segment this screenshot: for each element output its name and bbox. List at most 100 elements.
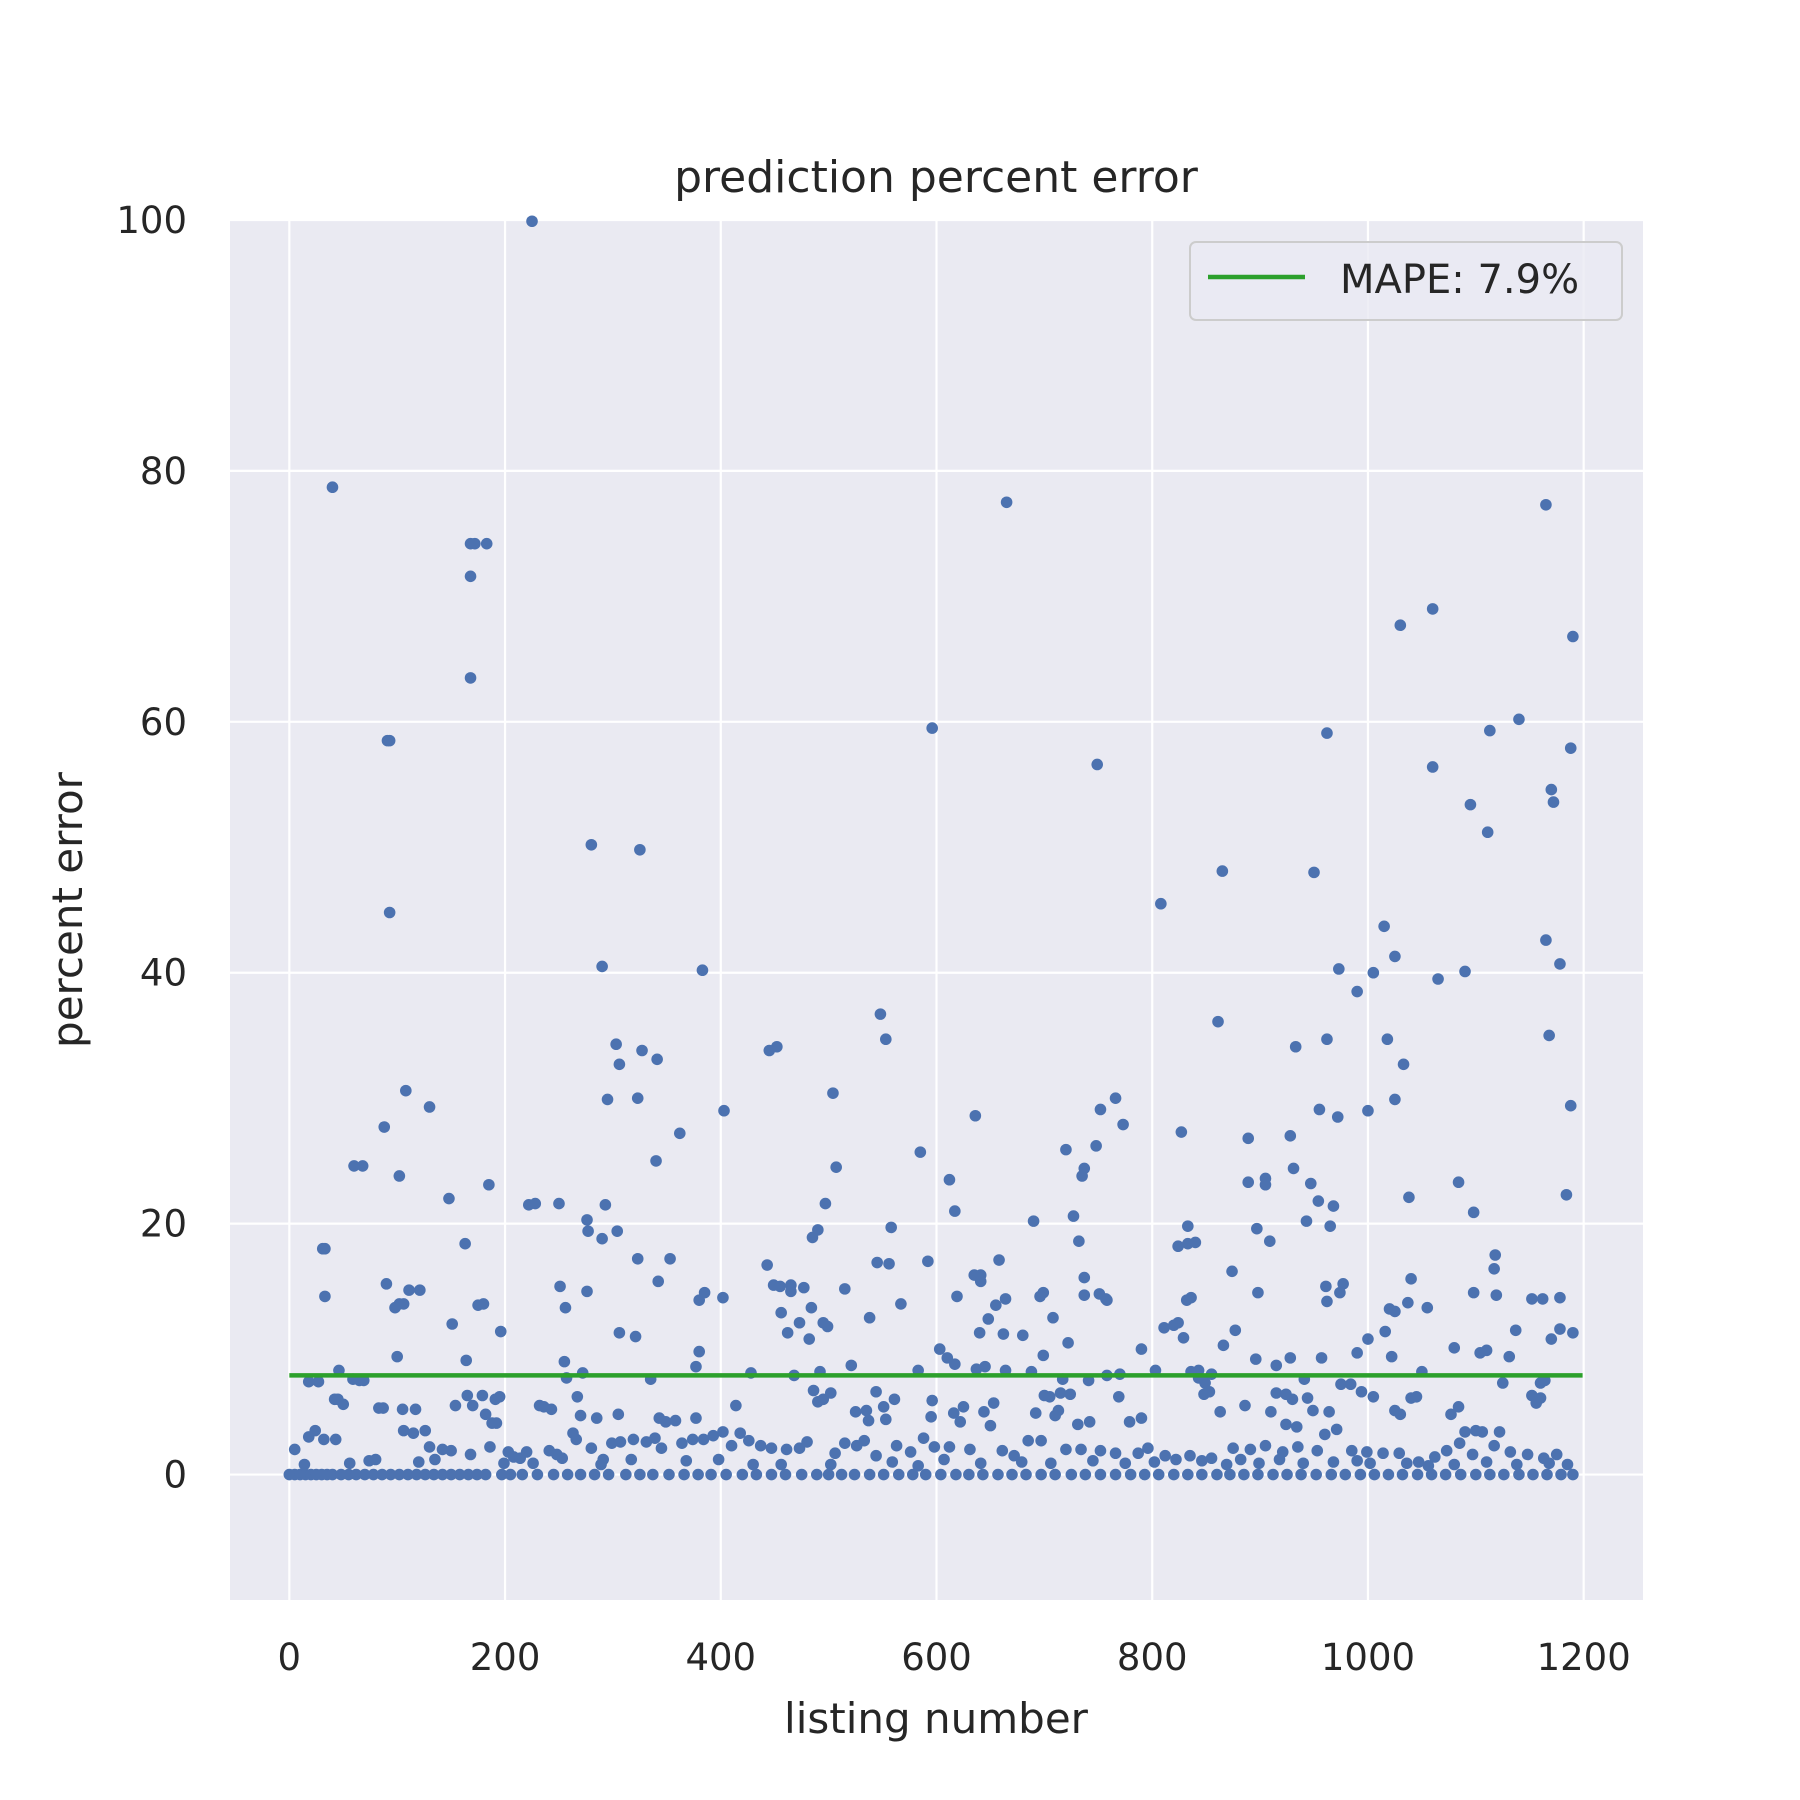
data-point [498, 1457, 510, 1470]
data-point [712, 1453, 725, 1466]
data-point [480, 537, 493, 550]
data-point [964, 1443, 976, 1456]
data-point [1000, 496, 1013, 509]
data-point [1067, 1210, 1080, 1222]
data-point [822, 1468, 835, 1481]
data-point [1337, 1278, 1349, 1290]
data-point [1379, 1325, 1392, 1338]
data-point [1177, 1332, 1190, 1344]
data-point [1466, 1448, 1479, 1461]
data-point [1185, 1291, 1197, 1304]
data-point [1480, 1344, 1493, 1357]
data-point [1135, 1343, 1148, 1355]
data-point [754, 1439, 767, 1452]
data-point [1400, 1457, 1413, 1470]
data-point [992, 1468, 1004, 1481]
data-point [1182, 1468, 1194, 1481]
data-point [1364, 1457, 1376, 1470]
data-point [1234, 1453, 1247, 1466]
data-point [1459, 965, 1471, 978]
data-point [951, 1290, 963, 1303]
data-point [1292, 1441, 1304, 1453]
data-point [943, 1441, 956, 1453]
data-point [614, 1436, 627, 1448]
data-point [1481, 826, 1494, 839]
data-point [1295, 1468, 1307, 1481]
data-point [805, 1301, 818, 1314]
data-point [409, 1403, 422, 1416]
data-point [423, 1101, 436, 1113]
data-point [1123, 1416, 1136, 1428]
data-point [1327, 1200, 1340, 1212]
data-point [663, 1468, 675, 1481]
scatter-points [283, 215, 1579, 1481]
data-point [1159, 1449, 1171, 1462]
data-point [571, 1390, 584, 1403]
data-point [1493, 1426, 1506, 1438]
data-point [1354, 1468, 1367, 1481]
data-point [520, 1446, 533, 1458]
data-point [1402, 1296, 1414, 1309]
data-point [1440, 1444, 1453, 1457]
data-point [922, 1255, 934, 1268]
data-point [1307, 1404, 1319, 1417]
data-point [1530, 1397, 1543, 1409]
data-point [599, 1199, 612, 1211]
data-point [829, 1447, 841, 1460]
data-point [288, 1443, 301, 1456]
data-point [801, 1436, 813, 1448]
data-point [1564, 1099, 1577, 1112]
data-point [625, 1453, 638, 1466]
data-point [982, 1313, 995, 1325]
data-point [997, 1328, 1010, 1340]
data-point [302, 1375, 315, 1388]
data-point [692, 1468, 704, 1481]
data-point [590, 1412, 603, 1424]
data-point [383, 906, 396, 919]
data-point [1334, 1286, 1346, 1299]
data-point [1253, 1457, 1265, 1470]
y-axis-label: percent error [43, 771, 92, 1048]
data-point [446, 1318, 458, 1330]
data-point [419, 1468, 432, 1481]
data-point [588, 1468, 601, 1481]
data-point [1238, 1468, 1250, 1481]
data-point [763, 1044, 776, 1057]
data-point [631, 1092, 644, 1104]
data-point [1320, 1280, 1332, 1293]
data-point [1448, 1458, 1461, 1471]
data-point [678, 1468, 690, 1481]
data-point [1321, 1295, 1333, 1308]
data-point [396, 1403, 409, 1416]
data-point [1297, 1457, 1310, 1470]
data-point [862, 1414, 875, 1427]
data-point [1270, 1359, 1283, 1372]
data-point [1467, 1286, 1480, 1299]
data-point [1554, 1323, 1566, 1335]
data-point [1489, 1249, 1502, 1261]
data-point [1315, 1352, 1328, 1364]
data-point [496, 1468, 508, 1481]
data-point [400, 1084, 412, 1097]
data-point [870, 1449, 882, 1462]
data-point [1527, 1468, 1539, 1481]
data-point [1545, 1333, 1558, 1345]
data-point [376, 1468, 388, 1481]
data-point [359, 1468, 371, 1481]
data-point [1172, 1240, 1184, 1253]
data-point [1412, 1456, 1425, 1468]
data-point [1142, 1442, 1154, 1454]
data-point [1362, 1104, 1374, 1117]
data-point [747, 1458, 759, 1471]
data-point [1389, 1305, 1401, 1318]
data-point [1249, 1353, 1262, 1365]
data-point [1045, 1457, 1057, 1470]
data-point [1022, 1434, 1034, 1447]
data-point [1286, 1393, 1299, 1406]
data-point [343, 1457, 356, 1470]
data-point [1554, 958, 1566, 970]
data-point [1117, 1118, 1129, 1131]
data-point [1503, 1350, 1516, 1363]
data-point [1311, 1444, 1324, 1457]
